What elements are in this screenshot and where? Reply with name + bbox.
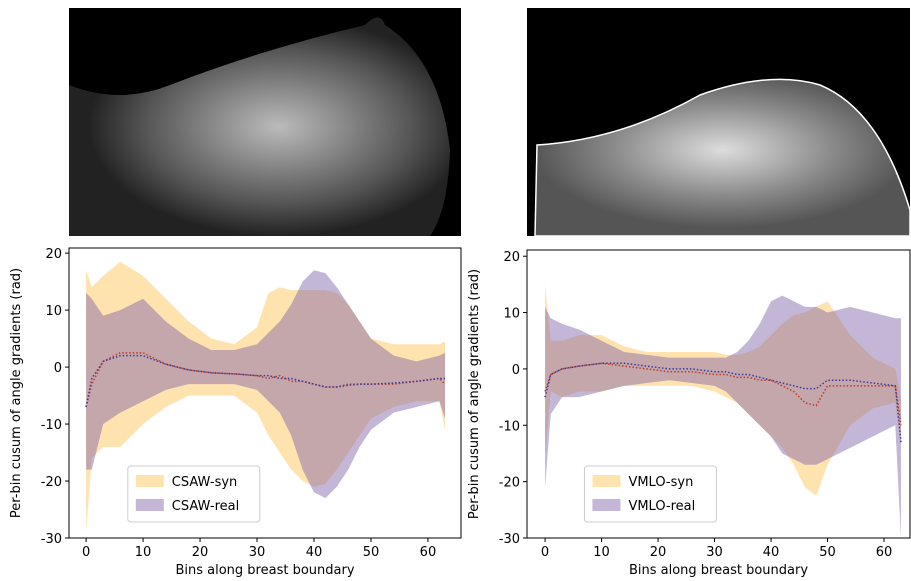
y-tick-label: 10 xyxy=(45,304,62,319)
x-axis-label: Bins along breast boundary xyxy=(629,563,808,577)
x-tick-label: 30 xyxy=(249,545,266,560)
y-tick-label: -30 xyxy=(499,532,520,547)
mean-line xyxy=(544,362,902,443)
y-tick-label: 20 xyxy=(503,250,520,265)
x-tick-label: 40 xyxy=(763,545,780,560)
legend-box xyxy=(127,465,261,523)
mammogram-image xyxy=(69,8,461,236)
x-tick-label: 60 xyxy=(420,545,437,560)
x-tick-label: 40 xyxy=(306,545,323,560)
y-tick-label: 0 xyxy=(512,363,520,378)
x-tick-label: 20 xyxy=(192,545,209,560)
legend-label: CSAW-real xyxy=(172,499,239,514)
x-tick-label: 10 xyxy=(593,545,610,560)
y-tick-label: -20 xyxy=(41,475,62,490)
x-tick-label: 50 xyxy=(819,545,836,560)
mean-line xyxy=(544,362,902,426)
x-tick-label: 0 xyxy=(82,545,90,560)
y-tick-label: -20 xyxy=(499,476,520,491)
legend-label: VMLO-syn xyxy=(628,475,693,490)
x-tick-label: 10 xyxy=(135,545,152,560)
x-tick-label: 50 xyxy=(363,545,380,560)
chart: -30 -20 -10 0 10 20 0 10 20 30 40 50 60 Bins along br… xyxy=(467,249,911,578)
legend-box xyxy=(583,465,717,523)
band-area xyxy=(545,295,901,538)
legend-swatch xyxy=(135,499,164,511)
x-tick-label: 0 xyxy=(541,545,549,560)
band-area xyxy=(86,270,446,499)
legend-label: VMLO-real xyxy=(628,499,695,514)
band-area xyxy=(86,261,446,533)
legend-swatch xyxy=(592,499,621,511)
y-tick-label: 0 xyxy=(54,361,62,376)
x-tick-label: 20 xyxy=(650,545,667,560)
y-tick-label: -10 xyxy=(41,418,62,433)
y-tick-label: 10 xyxy=(503,307,520,322)
legend-label: CSAW-syn xyxy=(172,475,237,490)
y-axis-label: Per-bin cusum of angle gradients (rad) xyxy=(9,268,24,518)
y-tick-label: 20 xyxy=(45,247,62,262)
x-axis-label: Bins along breast boundary xyxy=(175,563,354,577)
legend-swatch xyxy=(592,475,621,487)
x-tick-label: 60 xyxy=(876,545,893,560)
y-tick-label: -30 xyxy=(41,532,62,547)
y-tick-label: -10 xyxy=(499,419,520,434)
mammogram-image xyxy=(527,8,911,237)
chart: -30 -20 -10 0 10 20 0 10 20 30 40 50 60 Bins along br… xyxy=(9,247,462,578)
band-area xyxy=(545,284,901,496)
legend-swatch xyxy=(135,475,164,487)
x-tick-label: 30 xyxy=(706,545,723,560)
plot-frame xyxy=(68,247,462,539)
plot-frame xyxy=(526,249,911,539)
mean-line xyxy=(85,354,446,408)
y-axis-label: Per-bin cusum of angle gradients (rad) xyxy=(467,269,482,519)
